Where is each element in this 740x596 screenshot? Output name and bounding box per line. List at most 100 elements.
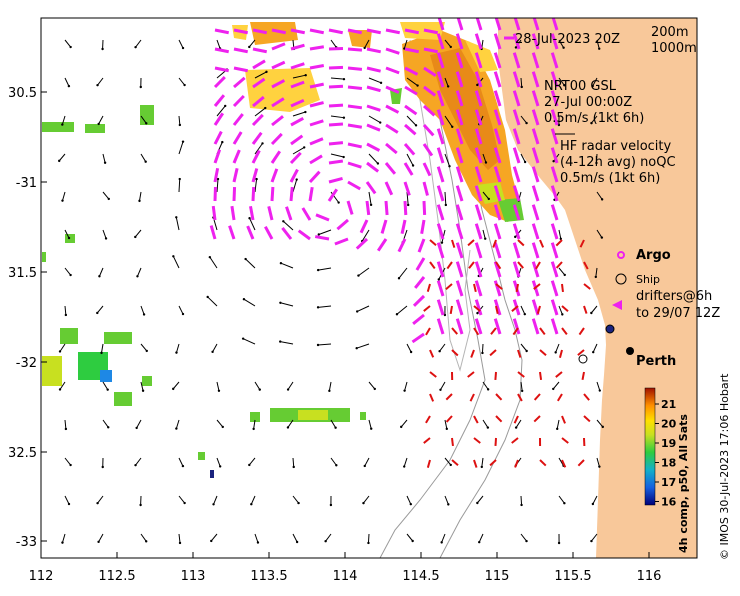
model-arrowhead xyxy=(317,344,319,346)
colorbar-tick-label: 20 xyxy=(661,418,677,431)
model-arrowhead xyxy=(377,162,379,164)
model-arrowhead xyxy=(183,502,185,504)
model-arrowhead xyxy=(219,465,221,467)
model-arrowhead xyxy=(337,201,339,203)
model-arrowhead xyxy=(143,313,145,315)
model-arrowhead xyxy=(182,47,184,49)
model-arrowhead xyxy=(363,47,365,49)
model-arrowhead xyxy=(293,466,295,468)
model-arrowhead xyxy=(487,426,489,428)
hf-arrow xyxy=(386,201,387,215)
model-arrowhead xyxy=(61,541,63,543)
colorbar-title: 4h comp, p50, All Sats xyxy=(677,414,690,553)
model-arrowhead xyxy=(362,502,364,504)
model-arrowhead xyxy=(280,262,282,264)
x-tick-label: 114.5 xyxy=(402,569,439,584)
model-arrowhead xyxy=(416,84,418,86)
model-arrowhead xyxy=(411,540,413,542)
model-arrowhead xyxy=(59,388,61,390)
model-arrowhead xyxy=(105,237,107,239)
hf-arrow xyxy=(348,49,362,50)
model-arrowhead xyxy=(265,71,267,73)
model-arrowhead xyxy=(146,350,148,352)
model-arrowhead xyxy=(222,426,224,428)
colorbar-tick-label: 17 xyxy=(661,476,676,489)
model-arrowhead xyxy=(328,390,330,392)
model-arrowhead xyxy=(592,351,594,353)
y-tick-label: -31 xyxy=(16,176,37,191)
hf-arrow xyxy=(424,201,425,215)
model-arrowhead xyxy=(525,540,527,542)
model-arrowhead xyxy=(248,46,250,48)
model-arrowhead xyxy=(476,84,478,86)
model-arrowhead xyxy=(481,352,483,354)
model-arrowhead xyxy=(488,198,490,200)
model-arrowhead xyxy=(97,541,99,543)
model-arrowhead xyxy=(96,502,98,504)
model-arrowhead xyxy=(182,465,184,467)
x-tick-label: 113 xyxy=(181,569,206,584)
model-arrowhead xyxy=(250,503,252,505)
model-arrowhead xyxy=(175,351,177,353)
model-arrowhead xyxy=(224,105,226,107)
model-arrowhead xyxy=(396,313,398,315)
model-arrowhead xyxy=(183,84,185,86)
model-arrowhead xyxy=(370,204,372,206)
model-arrowhead xyxy=(410,503,412,505)
model-arrowhead xyxy=(69,464,71,466)
model-arrowhead xyxy=(524,161,526,163)
model-arrowhead xyxy=(210,540,212,542)
model-arrowhead xyxy=(68,237,70,239)
perth-marker xyxy=(626,347,634,355)
model-arrowhead xyxy=(524,313,526,315)
model-arrowhead xyxy=(515,426,517,428)
hf-arrow xyxy=(348,68,362,69)
model-arrowhead xyxy=(287,388,289,390)
model-arrowhead xyxy=(108,198,110,200)
model-arrowhead xyxy=(590,540,592,542)
model-arrowhead xyxy=(65,314,67,316)
model-arrowhead xyxy=(485,161,487,163)
hf-arrow xyxy=(329,86,343,87)
drifters-line2: to 29/07 12Z xyxy=(636,306,720,321)
model-arrowhead xyxy=(172,388,174,390)
model-arrowhead xyxy=(98,275,100,277)
hf-arrow xyxy=(329,105,343,106)
model-arrowhead xyxy=(447,503,449,505)
model-arrowhead xyxy=(412,164,414,166)
hf-arrow xyxy=(329,143,343,144)
model-arrowhead xyxy=(139,504,141,506)
model-arrowhead xyxy=(520,504,522,506)
model-arrowhead xyxy=(525,122,527,124)
model-arrowhead xyxy=(318,233,320,235)
model-arrowhead xyxy=(445,204,447,206)
hf-arrow xyxy=(234,187,235,201)
model-arrowhead xyxy=(380,82,382,84)
model-arrowhead xyxy=(478,541,480,543)
model-arrowhead xyxy=(211,351,213,353)
model-arrowhead xyxy=(69,274,71,276)
hf-arrow xyxy=(329,124,343,125)
y-tick-label: -33 xyxy=(16,535,37,550)
model-arrowhead xyxy=(138,200,140,202)
model-arrowhead xyxy=(257,541,259,543)
model-arrowhead xyxy=(97,123,99,125)
model-arrowhead xyxy=(355,347,357,349)
model-arrowhead xyxy=(279,340,281,342)
model-arrowhead xyxy=(334,427,336,429)
model-arrowhead xyxy=(144,160,146,162)
model-arrowhead xyxy=(598,465,600,467)
model-arrowhead xyxy=(68,85,70,87)
model-arrowhead xyxy=(295,178,297,180)
y-tick-label: 32.5 xyxy=(8,446,37,461)
depth-200m-label: 200m xyxy=(651,25,688,40)
depth-1000m-label: 1000m xyxy=(651,41,697,56)
model-arrowhead xyxy=(304,74,306,76)
model-arrowhead xyxy=(441,241,443,243)
perth-label: Perth xyxy=(636,354,676,369)
colorbar-tick-label: 18 xyxy=(661,457,676,470)
model-name: NRT00 GSL xyxy=(544,79,617,94)
model-arrowhead xyxy=(558,542,560,544)
model-arrow xyxy=(368,534,369,543)
model-arrowhead xyxy=(261,142,263,144)
